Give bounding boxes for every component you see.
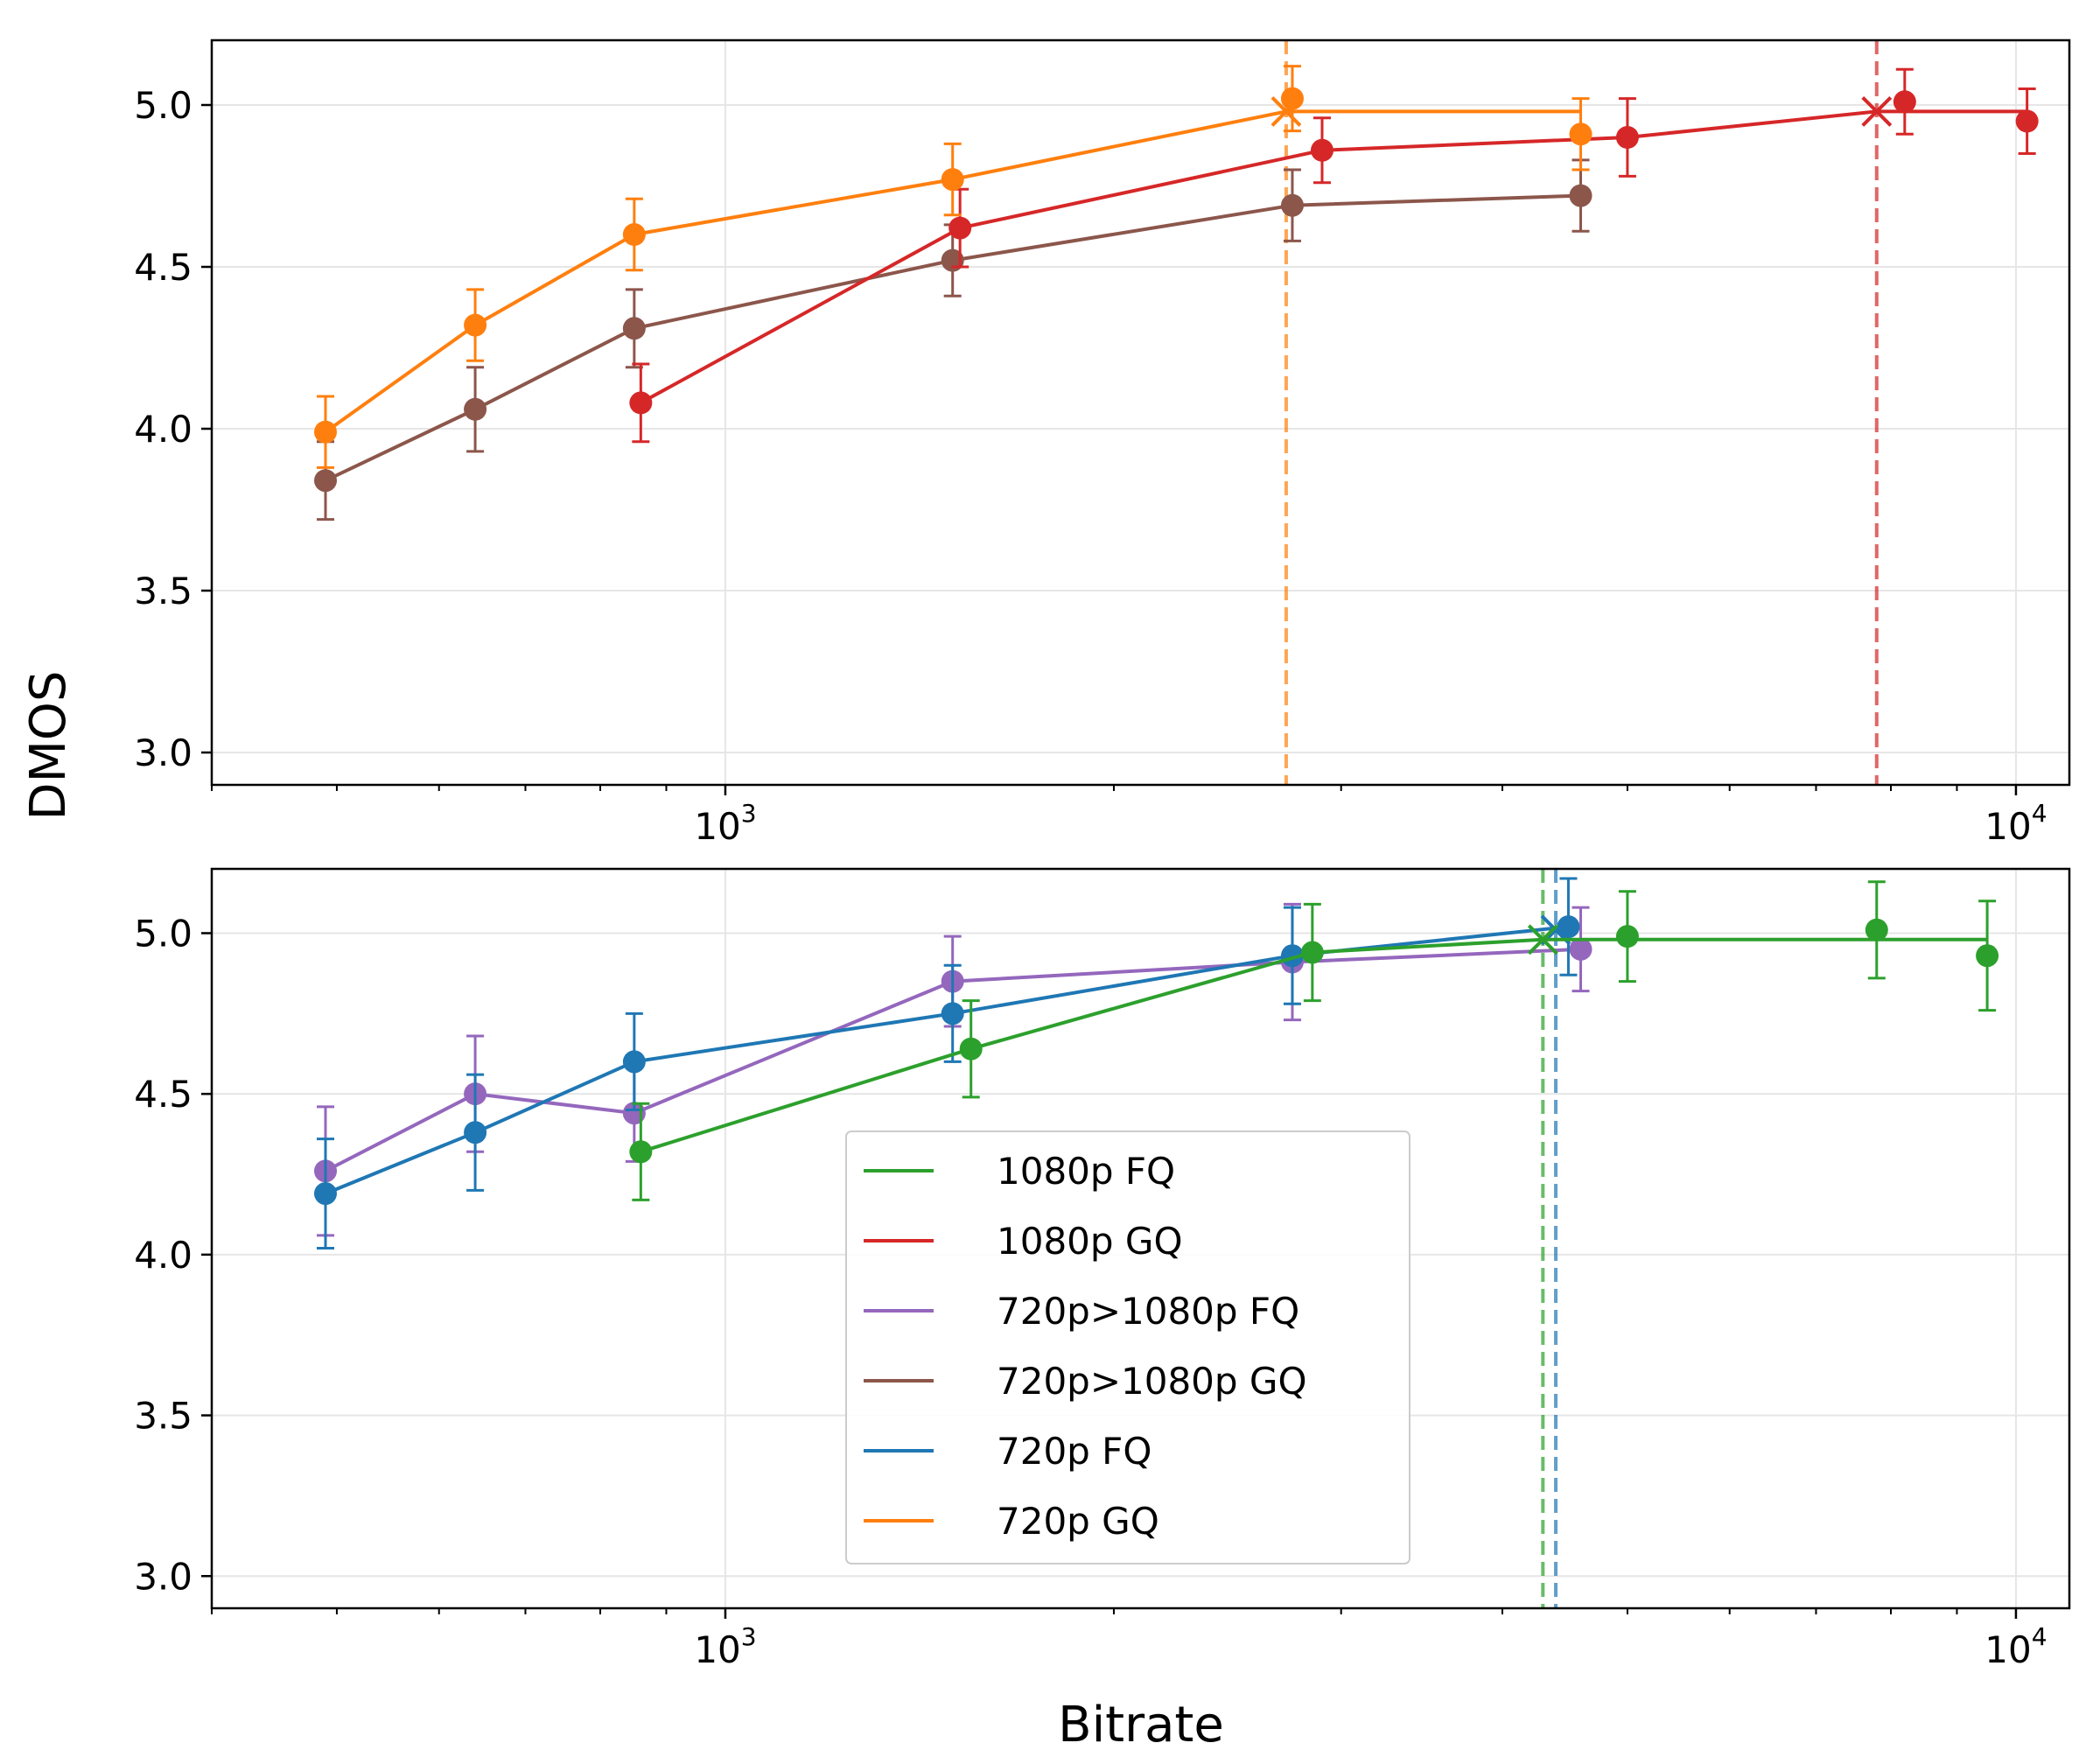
legend-entry: 720p>1080p GQ: [997, 1360, 1307, 1403]
y-tick-label: 4.5: [134, 1073, 192, 1116]
data-point: [1569, 184, 1592, 207]
data-point: [1280, 193, 1304, 217]
y-tick-label: 4.0: [134, 1234, 192, 1277]
data-point: [629, 391, 653, 415]
legend-entry: 720p GQ: [997, 1500, 1159, 1543]
knee-marker: [1527, 924, 1558, 956]
series-720p-1080p-gq: [313, 158, 1592, 522]
series-line: [325, 193, 1581, 483]
data-point: [1615, 126, 1639, 149]
series-line: [640, 109, 2027, 405]
legend: 1080p FQ 1080p GQ 720p>1080p FQ 720p>1080p …: [845, 1130, 1410, 1564]
data-point: [1865, 918, 1888, 942]
series-1080p-gq: [629, 67, 2039, 444]
data-point: [1280, 87, 1304, 110]
knee-marker: [1270, 95, 1302, 127]
knee-marker: [1861, 95, 1893, 127]
data-point: [1569, 122, 1592, 146]
series-720p-gq: [313, 65, 1592, 469]
data-point: [1310, 138, 1334, 162]
data-point: [464, 1121, 487, 1144]
y-tick-label: 3.0: [134, 1555, 192, 1598]
series-1080p-fq: [629, 880, 1999, 1201]
data-point: [1569, 937, 1592, 961]
y-tick-label: 4.0: [134, 408, 192, 451]
plot-frame: [210, 867, 2071, 1610]
plot-frame: [210, 38, 2071, 787]
data-point: [959, 1037, 983, 1060]
data-point: [1893, 90, 1916, 114]
bottom-panel: 3.0 3.5 4.0 4.5 5.0 103 104: [134, 867, 2071, 1671]
top-panel: 3.0 3.5 4.0 4.5 5.0 103 104: [134, 38, 2071, 848]
x-tick-label: 104: [1984, 1622, 2047, 1671]
legend-entry: 1080p GQ: [997, 1220, 1183, 1263]
y-tick-label: 3.5: [134, 570, 192, 612]
y-tick-label: 4.5: [134, 246, 192, 289]
x-tick-label: 103: [694, 1622, 756, 1671]
data-point: [622, 317, 646, 340]
y-tick-label: 5.0: [134, 84, 192, 127]
y-tick-label: 3.0: [134, 732, 192, 774]
data-point: [313, 469, 337, 493]
y-tick-label: 5.0: [134, 912, 192, 955]
data-point: [313, 420, 337, 444]
y-axis-label: DMOS: [20, 670, 77, 820]
legend-entry: 720p>1080p FQ: [997, 1290, 1299, 1333]
x-tick-label: 104: [1984, 799, 2047, 848]
legend-box: [845, 1130, 1410, 1564]
data-point: [622, 1050, 646, 1074]
legend-entry: 720p FQ: [997, 1430, 1152, 1473]
legend-entry: 1080p FQ: [997, 1150, 1175, 1193]
data-point: [1976, 944, 1999, 968]
y-tick-label: 3.5: [134, 1395, 192, 1438]
data-point: [948, 216, 972, 240]
data-point: [941, 168, 964, 192]
x-tick-label: 103: [694, 799, 756, 848]
series-line: [324, 109, 1581, 434]
data-point: [464, 397, 487, 421]
data-point: [1300, 941, 1324, 964]
data-point: [464, 313, 487, 337]
x-axis-label: Bitrate: [1058, 1697, 1224, 1750]
data-point: [941, 1002, 964, 1026]
series-line: [325, 947, 1581, 1173]
data-point: [1615, 925, 1639, 948]
data-point: [629, 1140, 653, 1164]
data-point: [2015, 109, 2039, 133]
data-point: [313, 1182, 337, 1206]
series-line: [640, 937, 1988, 1154]
data-point: [622, 223, 646, 246]
